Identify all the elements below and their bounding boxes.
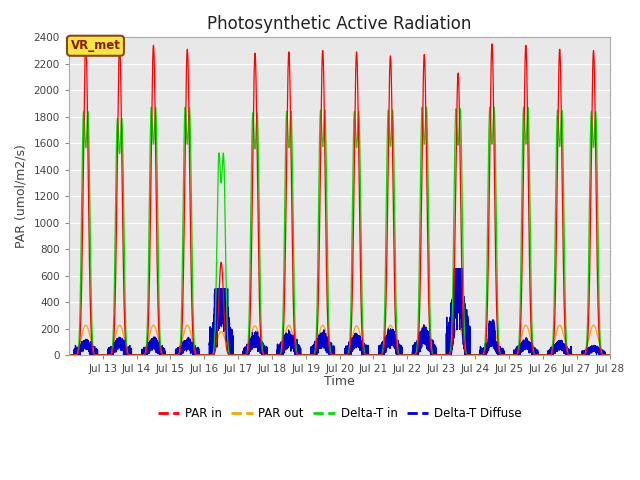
Y-axis label: PAR (umol/m2/s): PAR (umol/m2/s) [15, 144, 28, 248]
Delta-T Diffuse [65, 352, 73, 358]
Text: VR_met: VR_met [70, 39, 120, 52]
Delta-T Diffuse [463, 352, 471, 358]
Line: Delta-T in: Delta-T in [69, 107, 611, 355]
Delta-T Diffuse [451, 266, 458, 272]
Delta-T in [367, 352, 374, 358]
Delta-T Diffuse [607, 352, 614, 358]
Title: Photosynthetic Active Radiation: Photosynthetic Active Radiation [207, 15, 472, 33]
PAR in [532, 352, 540, 358]
Delta-T Diffuse [329, 346, 337, 351]
PAR in [367, 352, 374, 358]
Delta-T in [147, 104, 155, 110]
PAR in [82, 38, 90, 44]
PAR out [84, 324, 92, 330]
PAR out [82, 323, 90, 328]
Delta-T in [271, 352, 279, 358]
Line: PAR out: PAR out [69, 325, 611, 355]
Delta-T in [607, 352, 614, 358]
PAR out [271, 352, 279, 358]
X-axis label: Time: Time [324, 375, 355, 388]
PAR in [607, 352, 614, 358]
Delta-T in [463, 352, 471, 358]
PAR in [84, 110, 92, 116]
PAR in [65, 352, 73, 358]
Delta-T Diffuse [84, 342, 92, 348]
Delta-T Diffuse [271, 352, 279, 358]
Line: Delta-T Diffuse: Delta-T Diffuse [69, 269, 611, 355]
Delta-T in [65, 352, 73, 358]
Delta-T Diffuse [532, 349, 540, 355]
PAR in [329, 352, 337, 358]
Legend: PAR in, PAR out, Delta-T in, Delta-T Diffuse: PAR in, PAR out, Delta-T in, Delta-T Dif… [153, 402, 526, 425]
PAR out [463, 348, 471, 354]
Delta-T in [84, 113, 92, 119]
PAR out [65, 352, 73, 358]
PAR out [329, 350, 337, 356]
PAR out [607, 352, 614, 358]
PAR in [463, 352, 471, 358]
PAR out [367, 352, 374, 358]
Delta-T in [532, 352, 540, 358]
PAR in [271, 352, 279, 358]
Line: PAR in: PAR in [69, 41, 611, 355]
Delta-T Diffuse [367, 352, 374, 358]
PAR out [532, 349, 540, 355]
Delta-T in [329, 352, 337, 358]
